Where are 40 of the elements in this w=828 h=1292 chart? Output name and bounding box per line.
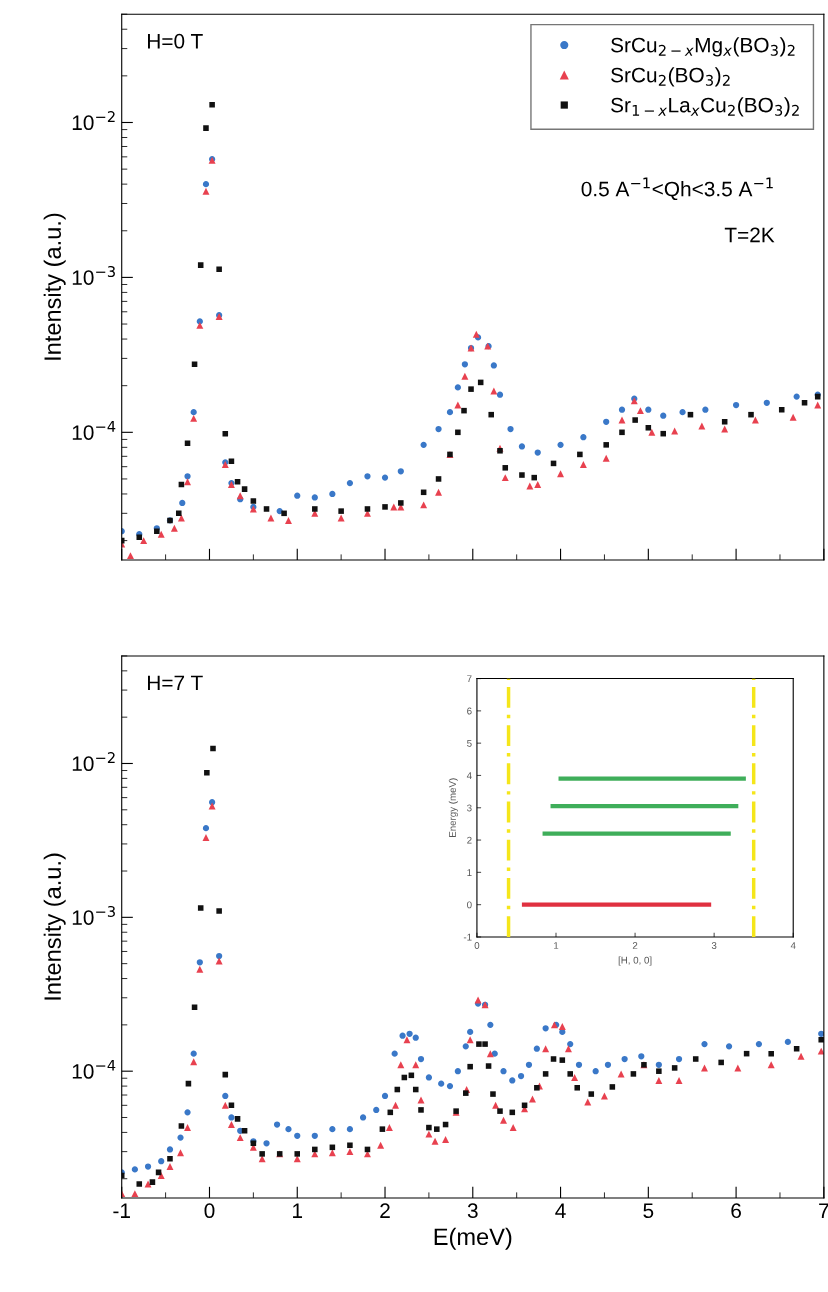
y-tick-label: 10$^{−4}$: [72, 421, 116, 440]
x-axis-title: [H, 0, 0]: [618, 956, 652, 966]
y-tick-label: 0: [467, 901, 472, 909]
annotation: H=7 T: [148, 675, 203, 691]
annotation: T=2K: [724, 227, 775, 243]
legend-label: SrCu$_{2}$(BO$_{3}$)$_{2}$: [611, 67, 730, 87]
annotation: 0.5 A$^{−1}$<Qh<3.5 A$^{−1}$: [581, 177, 773, 201]
y-tick-label: 10$^{−2}$: [72, 752, 115, 772]
x-tick-label: 0: [204, 1203, 215, 1219]
annotation: H=0 T: [148, 33, 203, 49]
y-tick-label: 5: [467, 739, 472, 747]
y-axis-title: Intensity (a.u.): [43, 853, 66, 1000]
y-axis-title: Energy (meV): [448, 778, 458, 837]
y-tick-label: 7: [467, 675, 472, 683]
y-tick-label: -1: [463, 933, 472, 941]
text: Sr$_{1−x}$La$_{x}$Cu$_{2}$(BO$_{3}$)$_{2}$: [611, 97, 799, 117]
y-tick-label: 3: [467, 804, 472, 812]
x-tick-label: 1: [554, 942, 559, 949]
x-tick-label: 4: [555, 1203, 566, 1218]
x-tick-label: -1: [113, 1203, 130, 1218]
x-tick-label: 6: [731, 1203, 741, 1219]
x-tick-label: 2: [632, 942, 638, 949]
y-tick-label: 6: [467, 707, 472, 715]
x-tick-label: 0: [474, 942, 480, 949]
legend-label: SrCu$_{2−x}$Mg$_{x}$(BO$_{3}$)$_{2}$: [611, 37, 795, 57]
x-tick-label: 4: [790, 942, 796, 949]
y-tick-label: 10$^{−3}$: [72, 266, 115, 285]
y-tick-label: 10$^{−4}$: [72, 1059, 116, 1079]
y-tick-label: 1: [467, 869, 472, 876]
y-tick-label: 10$^{−3}$: [72, 905, 115, 925]
x-tick-label: 5: [643, 1203, 654, 1219]
x-tick-label: 3: [711, 942, 717, 949]
x-tick-label: 7: [819, 1203, 828, 1218]
y-tick-label: 4: [466, 772, 472, 779]
y-tick-label: 2: [467, 836, 472, 844]
y-tick-label: 10$^{−2}$: [72, 111, 115, 131]
x-axis-title: E(meV): [434, 1227, 512, 1250]
x-tick-label: 1: [293, 1203, 303, 1218]
y-axis-title: Intensity (a.u.): [43, 213, 66, 360]
x-tick-label: 2: [380, 1203, 390, 1218]
